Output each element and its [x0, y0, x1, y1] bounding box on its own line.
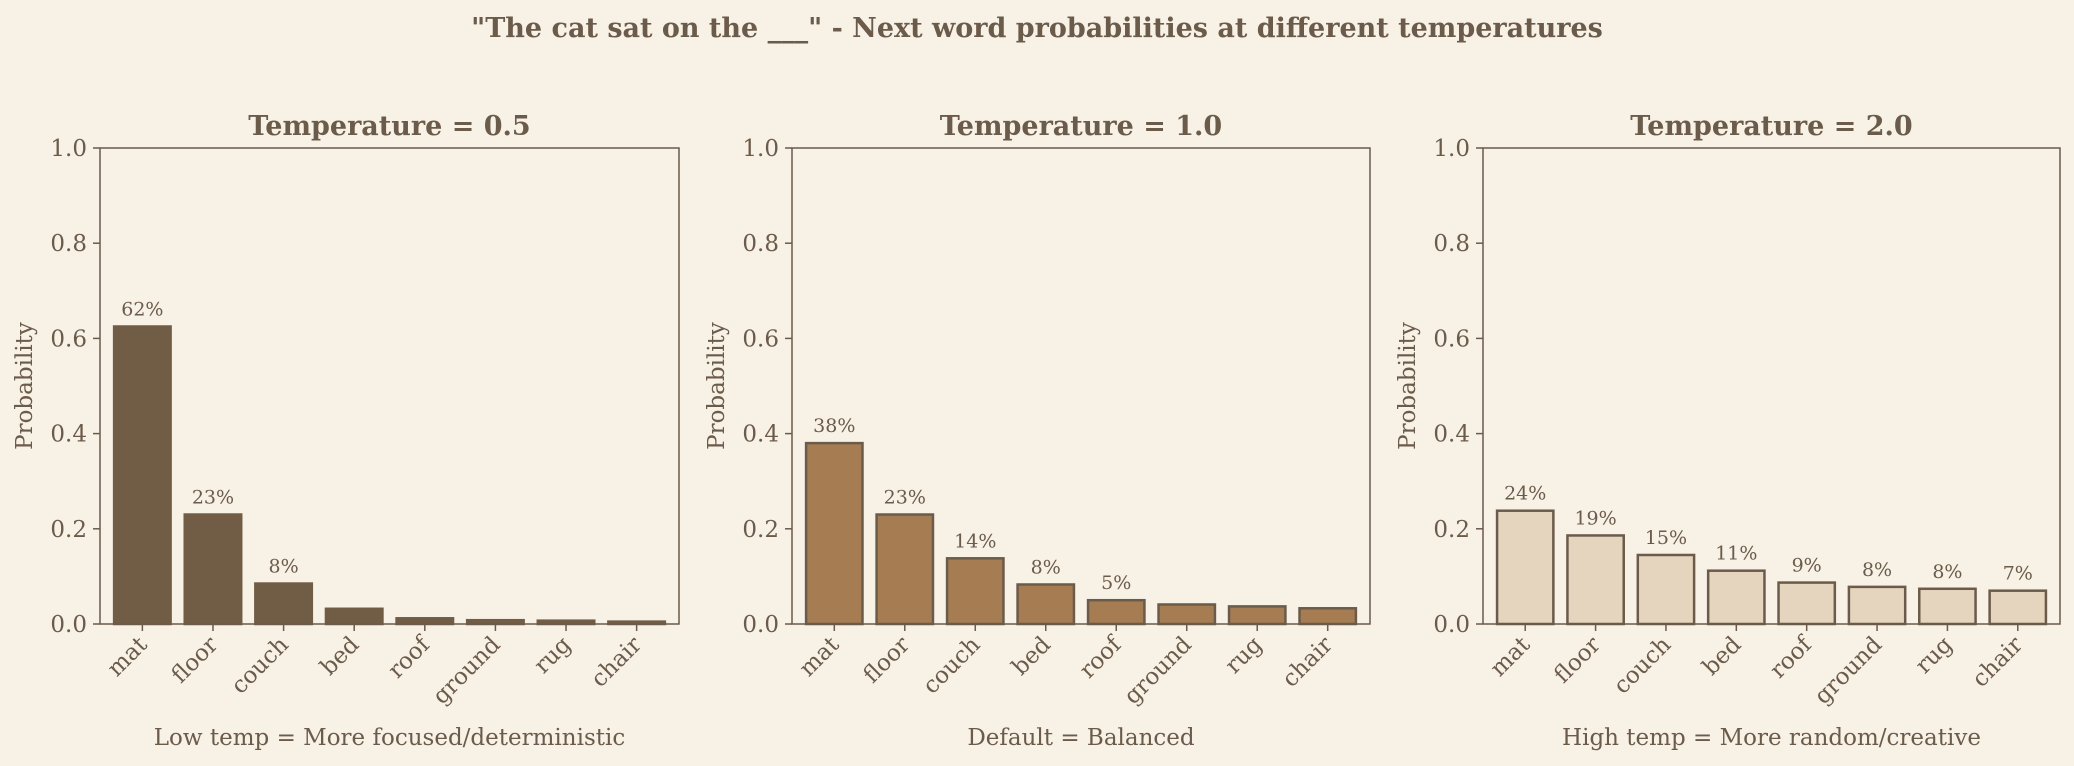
- panel-2-xtick-label-rug: rug: [1220, 632, 1267, 679]
- panel-3-xtick-label-floor: floor: [1549, 632, 1606, 689]
- panel-2-xtick-label-ground: ground: [1119, 632, 1197, 710]
- panel-3-axes-frame: [1482, 147, 2061, 625]
- panel-3-ytick-label-3: 0.6: [1433, 326, 1470, 352]
- panel-3-ytick-label-4: 0.8: [1433, 231, 1470, 257]
- panel-2-ytick-label-0: 0.0: [742, 612, 779, 638]
- panel-1-axes-frame: [99, 147, 680, 625]
- panel-2-axes-frame: [791, 147, 1371, 625]
- panel-3-bar-ground: [1847, 585, 1907, 626]
- panel-1-ytick-label-1: 0.2: [50, 517, 87, 543]
- panel-1-ylabel: Probability: [12, 322, 38, 450]
- panel-2-xtick-label-chair: chair: [1277, 632, 1338, 693]
- panel-1-bar-bed: [324, 607, 384, 626]
- panel-2-data-label-couch: 14%: [954, 530, 996, 552]
- panel-1-xtick-label-floor: floor: [167, 632, 224, 689]
- panel-1-ytick-label-3: 0.6: [50, 326, 87, 352]
- panel-1-data-label-floor: 23%: [192, 487, 234, 509]
- panel-2-ytick-label-2: 0.4: [742, 422, 779, 448]
- panel-2-ytick-label-4: 0.8: [742, 231, 779, 257]
- panel-3-xtick-label-ground: ground: [1810, 632, 1888, 710]
- panel-3-xtick-label-mat: mat: [1485, 631, 1536, 682]
- panel-1-xtick-label-rug: rug: [529, 632, 576, 679]
- panel-1-xlabel: Low temp = More focused/deterministic: [154, 725, 625, 751]
- panel-2-ylabel: Probability: [704, 322, 730, 450]
- panel-2-xtick-label-floor: floor: [858, 632, 915, 689]
- panel-2-ytick-label-1: 0.2: [742, 517, 779, 543]
- panel-1-data-label-mat: 62%: [121, 299, 163, 321]
- panel-3-data-label-ground: 8%: [1862, 559, 1892, 581]
- panel-2-bar-rug: [1227, 605, 1287, 626]
- panel-1-ytick-label-4: 0.8: [50, 231, 87, 257]
- panel-3-data-label-bed: 11%: [1715, 543, 1757, 565]
- panel-2-ytick-label-5: 1.0: [742, 136, 779, 162]
- panel-2-ytick-label-3: 0.6: [742, 326, 779, 352]
- panel-3-ylabel: Probability: [1395, 322, 1421, 450]
- panel-3-ytick-label-2: 0.4: [1433, 422, 1470, 448]
- panel-2-xlabel: Default = Balanced: [967, 725, 1195, 751]
- panel-3-bar-rug: [1918, 587, 1977, 626]
- panel-1-bar-couch: [254, 582, 314, 626]
- panel-3-xlabel: High temp = More random/creative: [1562, 725, 1981, 751]
- panel-3-bar-floor: [1566, 534, 1625, 626]
- panel-3-data-label-chair: 7%: [2003, 563, 2033, 585]
- panel-2-data-label-mat: 38%: [813, 415, 855, 437]
- panel-1-ytick-label-2: 0.4: [50, 422, 87, 448]
- panel-1-xtick-label-roof: roof: [383, 631, 436, 684]
- panel-1-xtick-label-couch: couch: [226, 632, 293, 699]
- panel-3-ytick-label-0: 0.0: [1433, 612, 1470, 638]
- panel-2-data-label-roof: 5%: [1101, 572, 1131, 594]
- panel-1-xtick-label-bed: bed: [316, 632, 365, 681]
- panel-2-bar-couch: [945, 557, 1005, 626]
- panel-3-bar-couch: [1636, 553, 1696, 626]
- panel-2-xtick-label-roof: roof: [1075, 631, 1128, 684]
- panel-3-xtick-label-bed: bed: [1698, 632, 1747, 681]
- panel-3-bar-mat: [1495, 509, 1555, 626]
- panel-3-bar-roof: [1777, 581, 1837, 626]
- panel-3-xtick-label-couch: couch: [1609, 632, 1676, 699]
- panel-2-xtick-label-bed: bed: [1007, 632, 1056, 681]
- panel-1-bar-roof: [395, 617, 455, 626]
- panel-3-bar-bed: [1706, 569, 1766, 626]
- panel-3-xtick-label-chair: chair: [1967, 632, 2028, 693]
- panel-2-xtick-label-couch: couch: [918, 632, 985, 699]
- panel-2-data-label-bed: 8%: [1031, 556, 1061, 578]
- panel-1-data-label-couch: 8%: [269, 556, 299, 578]
- panel-3-xtick-label-rug: rug: [1911, 632, 1958, 679]
- panel-1-ytick-label-5: 1.0: [50, 136, 87, 162]
- panel-2-bar-bed: [1016, 583, 1076, 626]
- panel-2-bar-floor: [875, 513, 935, 626]
- panel-1-bar-floor: [183, 513, 243, 626]
- panel-3-xtick-label-roof: roof: [1765, 631, 1818, 684]
- panel-1-xtick-label-ground: ground: [428, 632, 506, 710]
- panel-3-ytick-label-1: 0.2: [1433, 517, 1470, 543]
- panel-1-xtick-label-mat: mat: [103, 631, 154, 682]
- panel-3-data-label-mat: 24%: [1504, 483, 1546, 505]
- panel-2-title: Temperature = 1.0: [940, 111, 1222, 142]
- panel-3-data-label-rug: 8%: [1932, 561, 1962, 583]
- panel-3-ytick-label-5: 1.0: [1433, 136, 1470, 162]
- panel-1-ytick-label-0: 0.0: [50, 612, 87, 638]
- figure-title: "The cat sat on the ___" - Next word pro…: [471, 13, 1603, 44]
- panel-3-data-label-floor: 19%: [1574, 507, 1616, 529]
- panel-2-data-label-floor: 23%: [884, 487, 926, 509]
- panel-3-data-label-couch: 15%: [1645, 527, 1687, 549]
- panel-2-bar-roof: [1086, 598, 1146, 626]
- panel-2-bar-chair: [1298, 607, 1358, 626]
- panel-2-bar-ground: [1157, 603, 1217, 626]
- panel-3-data-label-roof: 9%: [1792, 555, 1822, 577]
- panel-2-bar-mat: [804, 441, 864, 626]
- panel-1-title: Temperature = 0.5: [248, 111, 530, 142]
- panel-3-title: Temperature = 2.0: [1630, 111, 1912, 142]
- panel-1-xtick-label-chair: chair: [586, 632, 647, 693]
- panel-1-bar-mat: [112, 325, 172, 626]
- panel-2-xtick-label-mat: mat: [794, 631, 845, 682]
- panel-3-bar-chair: [1988, 589, 2048, 626]
